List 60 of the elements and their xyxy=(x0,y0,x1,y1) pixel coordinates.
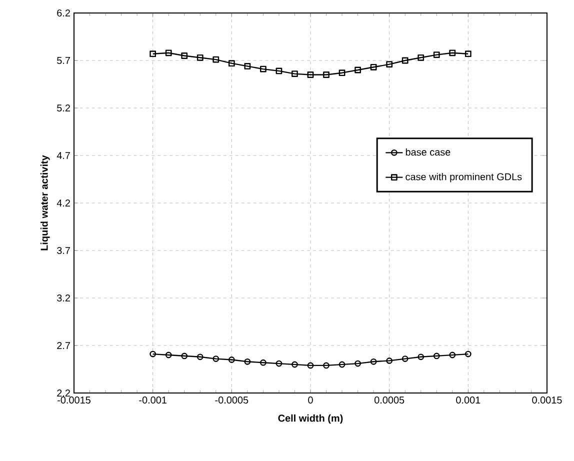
x-tick-label: 0 xyxy=(308,396,313,404)
y-tick-label: 2.2 xyxy=(57,390,70,396)
point xyxy=(370,64,377,70)
point xyxy=(244,63,251,70)
y-tick-label: 4.7 xyxy=(56,152,70,159)
point xyxy=(260,66,266,72)
y-axis-title: Liquid water activity xyxy=(40,155,50,250)
point xyxy=(433,52,440,58)
point xyxy=(228,60,235,67)
x-tick-label: 0.0005 xyxy=(374,396,404,404)
x-axis-title: Cell width (m) xyxy=(278,414,343,424)
point xyxy=(418,354,424,360)
point xyxy=(292,361,298,368)
point xyxy=(165,352,172,358)
point xyxy=(449,50,456,56)
x-tick-label: 0.0015 xyxy=(532,396,562,404)
x-tick-label: 0.001 xyxy=(456,396,480,404)
point xyxy=(244,358,251,365)
point xyxy=(323,72,330,78)
point xyxy=(307,72,314,78)
point xyxy=(323,362,330,369)
point xyxy=(292,70,298,77)
point xyxy=(165,50,172,56)
point xyxy=(212,356,220,362)
point xyxy=(433,352,440,360)
y-tick-label: 5.7 xyxy=(57,57,70,64)
legend-label: case with prominent GDLs xyxy=(406,172,522,182)
point xyxy=(418,54,424,61)
point xyxy=(196,54,204,61)
point xyxy=(386,358,393,364)
y-tick-label: 2.7 xyxy=(57,342,70,349)
point xyxy=(464,50,472,58)
x-tick-label: -0.001 xyxy=(139,396,166,404)
point xyxy=(228,356,235,363)
point xyxy=(354,66,361,74)
point xyxy=(181,352,188,360)
point xyxy=(260,359,266,366)
y-tick-label: 3.2 xyxy=(57,294,70,302)
point xyxy=(449,352,456,358)
point xyxy=(276,360,282,367)
point xyxy=(354,360,361,367)
point xyxy=(181,52,188,59)
legend-label: base case xyxy=(406,148,450,156)
point xyxy=(402,356,408,362)
point xyxy=(196,354,204,360)
point xyxy=(212,56,220,63)
point xyxy=(338,361,346,368)
point xyxy=(150,50,156,58)
point xyxy=(386,61,393,68)
x-tick-label: -0.0005 xyxy=(215,396,248,404)
point xyxy=(276,68,282,74)
point xyxy=(370,358,377,365)
y-tick-label: 6.2 xyxy=(57,9,70,17)
x-tick-label: -0.0015 xyxy=(58,396,90,404)
y-tick-label: 5.2 xyxy=(57,104,70,112)
point xyxy=(402,57,408,64)
y-tick-label: 4.2 xyxy=(56,200,70,206)
point xyxy=(307,362,314,369)
y-tick-label: 3.7 xyxy=(57,246,70,254)
point xyxy=(338,70,346,76)
